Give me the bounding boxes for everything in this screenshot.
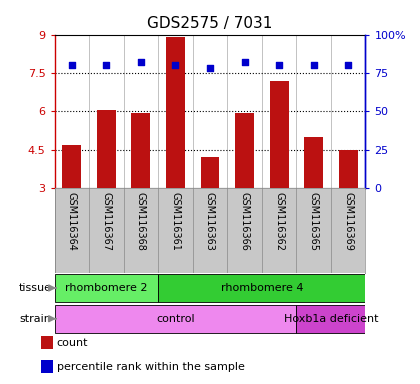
Bar xyxy=(97,110,116,188)
Point xyxy=(207,65,213,71)
Point xyxy=(103,62,110,68)
Bar xyxy=(166,37,185,188)
Bar xyxy=(158,274,365,302)
Title: GDS2575 / 7031: GDS2575 / 7031 xyxy=(147,16,273,31)
Text: GSM116362: GSM116362 xyxy=(274,192,284,252)
Bar xyxy=(41,336,53,349)
Text: rhombomere 4: rhombomere 4 xyxy=(220,283,303,293)
Text: tissue: tissue xyxy=(18,283,52,293)
Text: strain: strain xyxy=(20,314,52,324)
Text: GSM116364: GSM116364 xyxy=(67,192,77,251)
Bar xyxy=(131,113,150,188)
Text: GSM116369: GSM116369 xyxy=(343,192,353,251)
Text: Hoxb1a deficient: Hoxb1a deficient xyxy=(284,314,378,324)
Point xyxy=(276,62,282,68)
Point xyxy=(241,59,248,65)
Bar xyxy=(339,150,357,188)
Bar xyxy=(63,145,81,188)
Point xyxy=(310,62,317,68)
Bar xyxy=(55,274,158,302)
Bar xyxy=(270,81,289,188)
Text: control: control xyxy=(156,314,195,324)
Bar xyxy=(41,360,53,373)
Bar xyxy=(55,305,297,333)
Text: GSM116363: GSM116363 xyxy=(205,192,215,251)
Text: rhombomere 2: rhombomere 2 xyxy=(65,283,148,293)
Text: GSM116361: GSM116361 xyxy=(171,192,181,251)
Text: GSM116365: GSM116365 xyxy=(309,192,319,252)
Text: GSM116367: GSM116367 xyxy=(101,192,111,252)
Bar xyxy=(304,137,323,188)
Text: GSM116368: GSM116368 xyxy=(136,192,146,251)
Bar xyxy=(200,157,220,188)
Text: percentile rank within the sample: percentile rank within the sample xyxy=(57,362,245,372)
Text: GSM116366: GSM116366 xyxy=(239,192,249,251)
Bar xyxy=(235,113,254,188)
Bar xyxy=(297,305,365,333)
Point xyxy=(345,62,352,68)
Point xyxy=(172,62,179,68)
Text: count: count xyxy=(57,338,88,348)
Point xyxy=(68,62,75,68)
Point xyxy=(138,59,144,65)
